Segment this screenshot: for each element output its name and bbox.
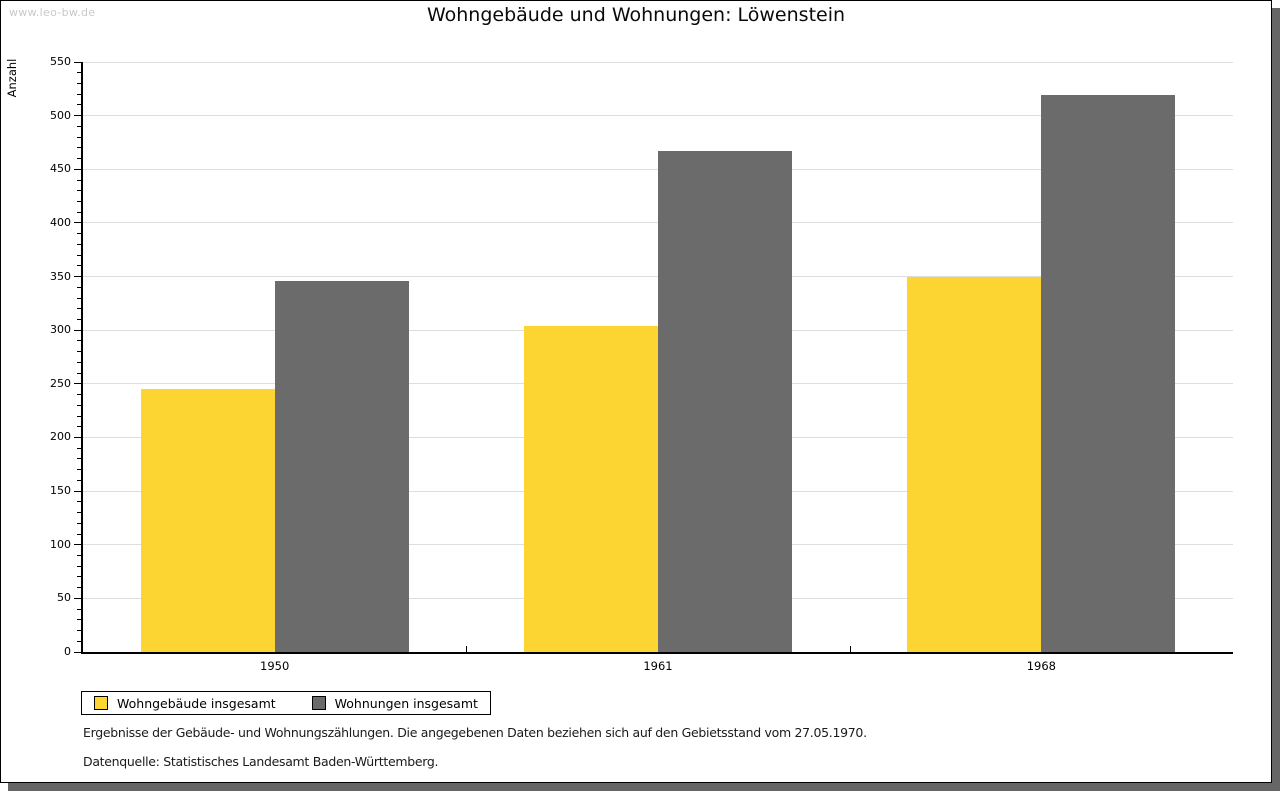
y-axis-minor-tick: [77, 286, 81, 288]
y-axis-minor-tick: [77, 640, 81, 642]
y-axis-major-tick: [74, 436, 81, 438]
y-axis-minor-tick: [77, 265, 81, 267]
y-axis-minor-tick: [77, 136, 81, 138]
y-axis-tick-label: 150: [50, 484, 71, 498]
y-axis-minor-tick: [77, 125, 81, 127]
y-axis-major-tick: [74, 168, 81, 170]
y-axis-minor-tick: [77, 458, 81, 460]
gridline: [83, 115, 1233, 117]
x-axis-tick-label: 1961: [643, 659, 673, 673]
y-axis-minor-tick: [77, 576, 81, 578]
y-axis-minor-tick: [77, 82, 81, 84]
legend-swatch-wohnungen: [311, 696, 326, 710]
y-axis-minor-tick: [77, 630, 81, 632]
bar-1950-series1: [274, 280, 409, 652]
y-axis-major-tick: [74, 544, 81, 546]
y-axis-minor-tick: [77, 361, 81, 363]
chart-title: Wohngebäude und Wohnungen: Löwenstein: [426, 4, 846, 26]
x-axis-boundary-tick: [849, 646, 851, 652]
y-axis-minor-tick: [77, 158, 81, 160]
y-axis-minor-tick: [77, 501, 81, 503]
y-axis-minor-tick: [77, 104, 81, 106]
y-axis-minor-tick: [77, 522, 81, 524]
y-axis-minor-tick: [77, 308, 81, 310]
y-axis-tick-label: 300: [50, 323, 71, 337]
y-axis-minor-tick: [77, 426, 81, 428]
y-axis-tick-label: 550: [50, 55, 71, 68]
y-axis-minor-tick: [77, 479, 81, 481]
y-axis-tick-label: 250: [50, 376, 71, 390]
footer-note: Ergebnisse der Gebäude- und Wohnungszähl…: [83, 725, 867, 740]
y-axis-minor-tick: [77, 351, 81, 353]
y-axis-minor-tick: [77, 469, 81, 471]
y-axis-major-tick: [74, 276, 81, 278]
y-axis-minor-tick: [77, 72, 81, 74]
y-axis-minor-tick: [77, 179, 81, 181]
y-axis-major-tick: [74, 222, 81, 224]
y-axis-minor-tick: [77, 372, 81, 374]
y-axis-minor-tick: [77, 318, 81, 320]
bar-1950-series0: [140, 389, 275, 652]
y-axis-minor-tick: [77, 415, 81, 417]
y-axis-major-tick: [74, 329, 81, 331]
y-axis-minor-tick: [77, 190, 81, 192]
y-axis-minor-tick: [77, 404, 81, 406]
footer-source: Datenquelle: Statistisches Landesamt Bad…: [83, 754, 439, 769]
legend: Wohngebäude insgesamt Wohnungen insgesam…: [81, 691, 491, 715]
legend-item-wohnungen: Wohnungen insgesamt: [311, 695, 478, 711]
y-axis-minor-tick: [77, 147, 81, 149]
y-axis-minor-tick: [77, 297, 81, 299]
bar-1968-series0: [907, 276, 1042, 652]
legend-item-wohngebaeude: Wohngebäude insgesamt: [94, 696, 276, 710]
legend-label-wohnungen: Wohnungen insgesamt: [334, 695, 478, 711]
y-axis-minor-tick: [77, 619, 81, 621]
y-axis-minor-tick: [77, 565, 81, 567]
y-axis-minor-tick: [77, 533, 81, 535]
watermark: www.leo-bw.de: [9, 6, 96, 19]
legend-label-wohngebaeude: Wohngebäude insgesamt: [117, 695, 276, 711]
y-axis-major-tick: [74, 383, 81, 385]
y-axis-major-tick: [74, 490, 81, 492]
y-axis-major-tick: [74, 651, 81, 653]
y-axis-minor-tick: [77, 211, 81, 213]
legend-swatch-wohngebaeude: [94, 696, 108, 710]
y-axis-minor-tick: [77, 394, 81, 396]
plot-area: 1950 1961 1968: [74, 61, 1233, 673]
y-axis-tick-label: 50: [57, 591, 71, 605]
y-axis-minor-tick: [77, 447, 81, 449]
y-axis-minor-tick: [77, 587, 81, 589]
y-axis-tick-label: 350: [50, 269, 71, 283]
y-axis-tick-label: 100: [50, 537, 71, 551]
y-axis-minor-tick: [77, 200, 81, 202]
y-axis-major-tick: [74, 61, 81, 63]
y-axis-tick-label: 500: [50, 108, 71, 122]
x-axis-tick-label: 1968: [1026, 659, 1056, 673]
y-axis-minor-tick: [77, 93, 81, 95]
y-axis-minor-tick: [77, 243, 81, 245]
x-axis-tick-label: 1950: [260, 659, 290, 673]
y-axis-minor-tick: [77, 340, 81, 342]
y-axis-minor-tick: [77, 512, 81, 514]
gridline: [83, 61, 1233, 63]
y-axis-tick-label: 200: [50, 430, 71, 444]
y-axis-tick-label: 450: [50, 162, 71, 176]
y-axis-major-tick: [74, 115, 81, 117]
y-axis-minor-tick: [77, 554, 81, 556]
y-axis-tick-label: 400: [50, 215, 71, 229]
bar-1961-series1: [658, 151, 792, 652]
y-axis-minor-tick: [77, 608, 81, 610]
y-axis-minor-tick: [77, 254, 81, 256]
y-axis-major-tick: [74, 597, 81, 599]
bar-1961-series0: [524, 325, 658, 652]
y-axis-tick-label: 0: [64, 645, 71, 658]
bar-1968-series1: [1041, 95, 1176, 652]
y-axis-minor-tick: [77, 233, 81, 235]
x-axis-boundary-tick: [466, 646, 468, 652]
